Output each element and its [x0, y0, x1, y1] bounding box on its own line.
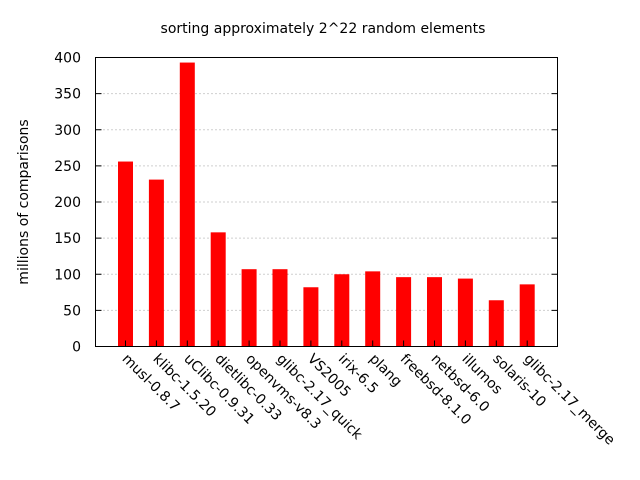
y-tick-label: 300 [54, 123, 81, 139]
bar-dietlibc-0.33 [210, 232, 226, 347]
bar-freebsd-8.1.0 [396, 277, 412, 347]
bar-openvms-v8.3 [241, 269, 257, 347]
x-tick-labels: musl-0.8.7klibc-1.5.20uClibc-0.9.31dietl… [119, 351, 618, 448]
y-tick-label: 100 [54, 267, 81, 283]
y-tick-label: 400 [54, 51, 81, 67]
bar-VS2005 [303, 287, 319, 347]
bar-musl-0.8.7 [118, 161, 133, 347]
y-tick-label: 150 [54, 231, 81, 247]
bar-glibc-2.17_quick [272, 269, 288, 347]
bar-solaris-10 [488, 300, 504, 347]
y-tick-label: 250 [54, 159, 81, 175]
bar-glibc-2.17_merge [519, 284, 535, 347]
y-tick-label: 350 [54, 87, 81, 103]
bar-illumos [457, 278, 473, 347]
grid-lines [95, 93, 558, 311]
y-tick-label: 200 [54, 195, 81, 211]
y-tick-label: 0 [72, 340, 81, 356]
bars [118, 62, 535, 347]
chart-title: sorting approximately 2^22 random elemen… [161, 21, 486, 37]
axis-ticks [95, 57, 558, 347]
bar-klibc-1.5.20 [148, 179, 164, 347]
bar-plang [365, 271, 381, 347]
bar-irix-6.5 [334, 274, 350, 347]
bar-netbsd-6.0 [427, 277, 442, 347]
bar-uClibc-0.9.31 [179, 62, 195, 347]
y-tick-labels: 0 50 100 150 200 250 300 350 400 [54, 51, 81, 356]
y-tick-label: 50 [63, 303, 81, 319]
y-axis-label: millions of comparisons [16, 119, 32, 284]
